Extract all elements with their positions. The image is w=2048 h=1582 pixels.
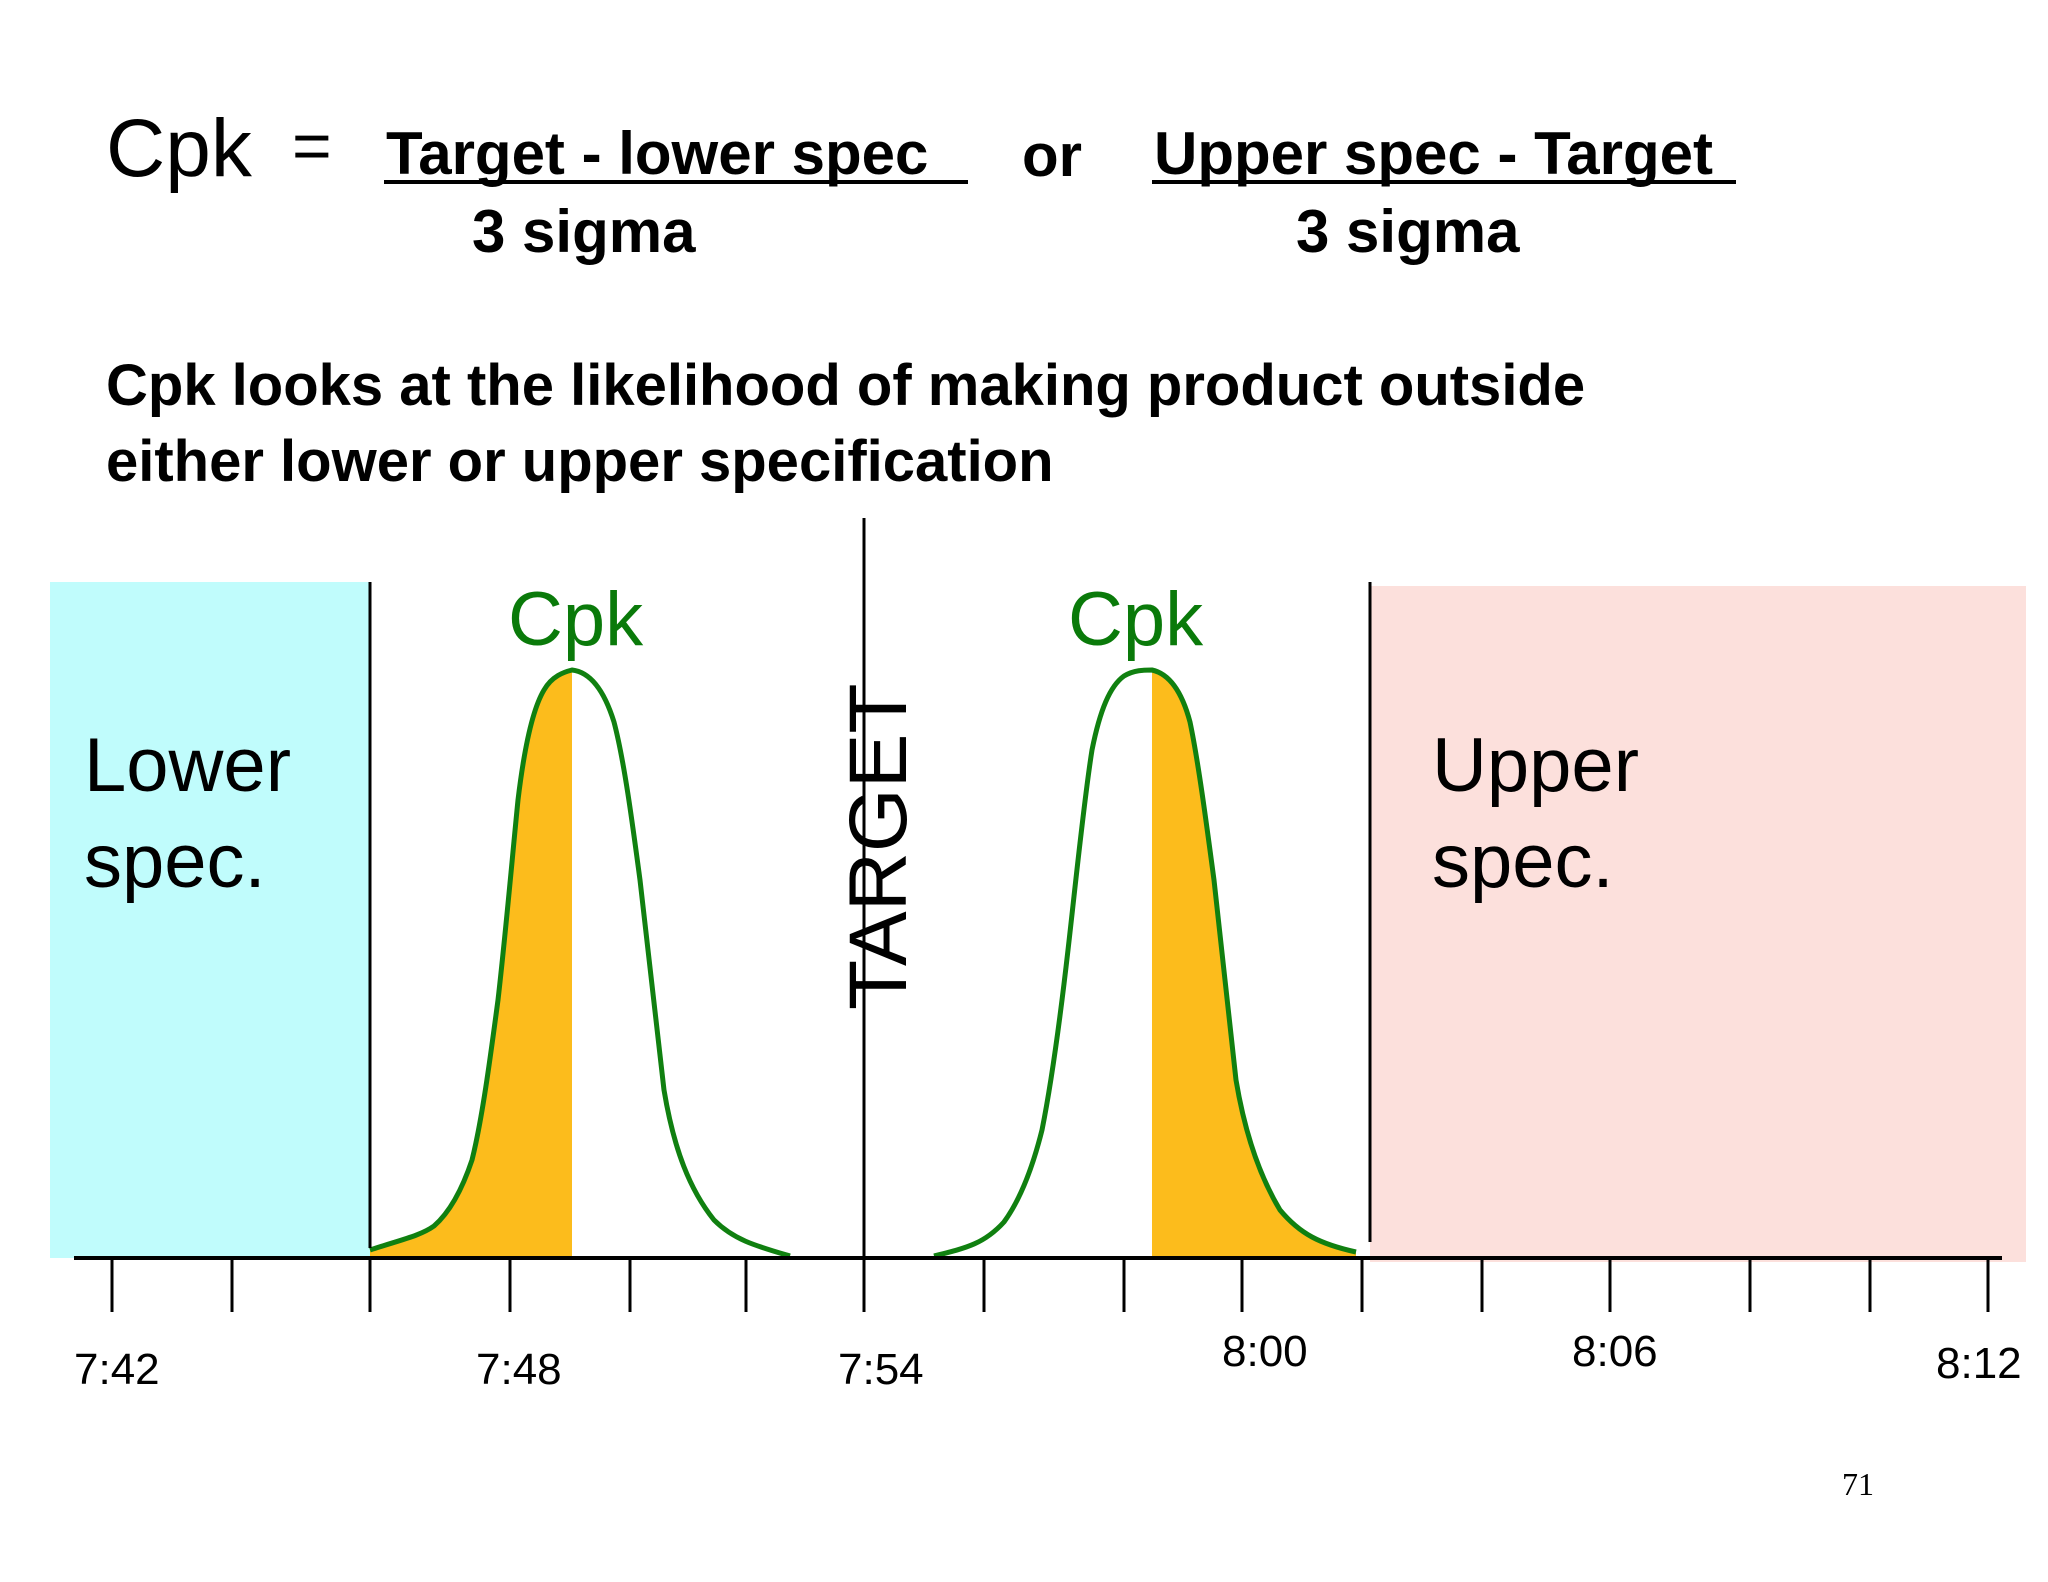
left-fraction-bar xyxy=(384,180,968,184)
axis-label-742: 7:42 xyxy=(74,1345,160,1394)
lower-spec-label-line-2: spec. xyxy=(84,819,266,904)
axis-label-812: 8:12 xyxy=(1936,1339,2022,1388)
upper-spec-label: Upper spec. xyxy=(1432,718,1639,910)
description-line-1: Cpk looks at the likelihood of making pr… xyxy=(106,353,1586,418)
right-denominator: 3 sigma xyxy=(1296,198,1520,265)
right-fraction-bar xyxy=(1152,180,1736,184)
left-curve-label: Cpk xyxy=(508,577,644,662)
left-distribution-curve xyxy=(369,667,791,1259)
description: Cpk looks at the likelihood of making pr… xyxy=(106,348,1585,500)
upper-spec-label-line-2: spec. xyxy=(1432,819,1614,904)
lower-spec-label: Lower spec. xyxy=(84,718,291,910)
page-number: 71 xyxy=(1842,1466,1874,1502)
left-numerator: Target - lower spec xyxy=(386,120,929,187)
upper-spec-band xyxy=(1370,586,2026,1262)
right-curve-label: Cpk xyxy=(1068,577,1204,662)
upper-spec-label-line-1: Upper xyxy=(1432,723,1639,808)
left-denominator: 3 sigma xyxy=(472,198,696,265)
axis-ticks xyxy=(110,1258,1990,1312)
formula-equals: = xyxy=(292,108,332,184)
lower-spec-label-line-1: Lower xyxy=(84,723,291,808)
right-distribution-curve xyxy=(933,667,1357,1259)
left-curve-fill xyxy=(370,670,572,1258)
axis-label-800: 8:00 xyxy=(1222,1327,1308,1376)
target-label: TARGET xyxy=(833,684,924,1010)
right-curve-fill xyxy=(1152,670,1356,1258)
axis-label-748: 7:48 xyxy=(476,1345,562,1394)
axis-label-806: 8:06 xyxy=(1572,1327,1658,1376)
axis-label-754: 7:54 xyxy=(838,1345,924,1394)
lower-spec-band xyxy=(50,582,370,1258)
formula-or: or xyxy=(1022,122,1082,189)
right-numerator: Upper spec - Target xyxy=(1154,120,1714,187)
formula-lhs: Cpk xyxy=(106,103,252,194)
description-line-2: either lower or upper specification xyxy=(106,429,1054,494)
